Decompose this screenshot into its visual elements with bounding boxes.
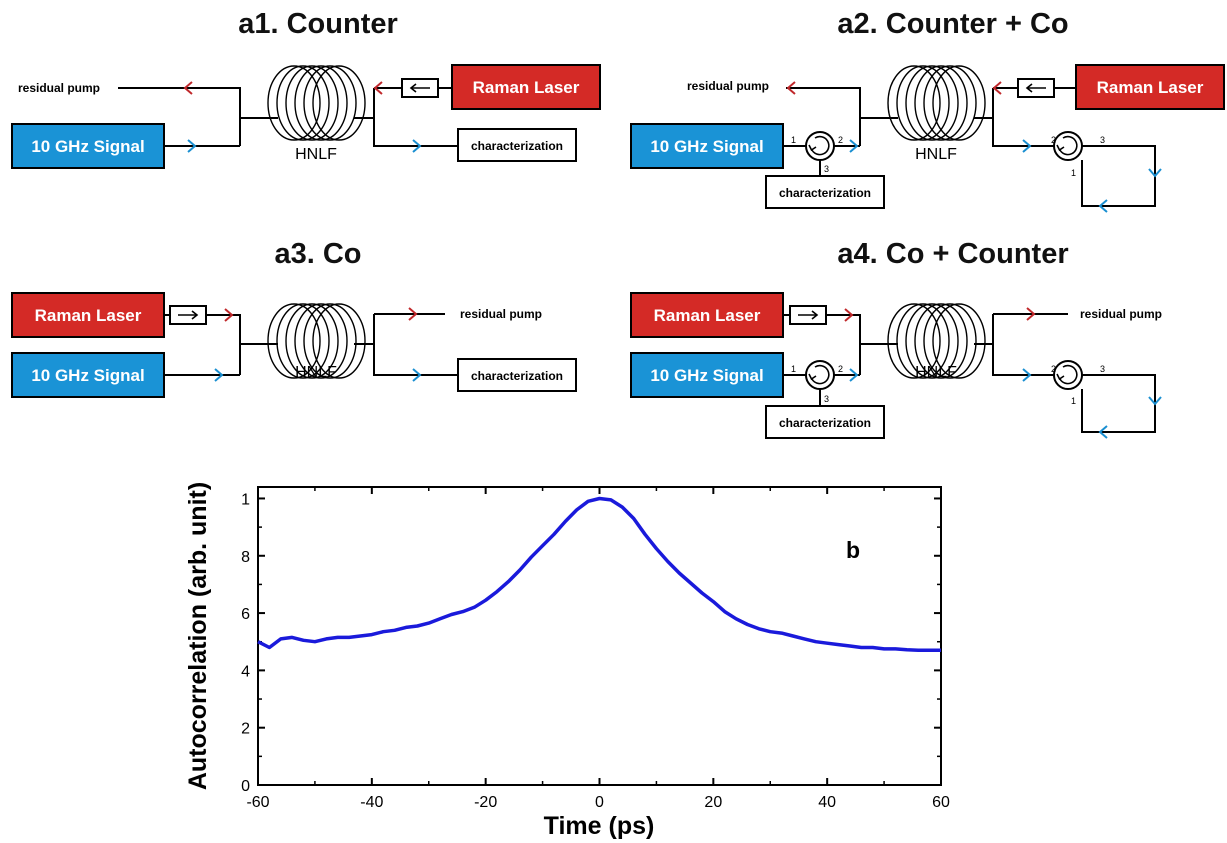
panel-a4-title: a4. Co + Counter <box>837 238 1068 270</box>
x-tick-label: -60 <box>246 794 269 811</box>
x-tick-label: 40 <box>818 794 836 811</box>
raman-laser-label: Raman Laser <box>473 78 580 97</box>
circulator-icon <box>805 131 835 161</box>
signal-source-box <box>11 352 165 398</box>
x-tick-label: 60 <box>932 794 950 811</box>
residual-pump-label: residual pump <box>18 81 100 95</box>
circulator-icon <box>1053 131 1083 161</box>
autocorrelation-chart: -60 -40 -20 0 20 40 60 0 2 4 6 8 1 b Time (ps) Autoc… <box>184 482 950 840</box>
circulator-port-label: 1 <box>1071 396 1076 406</box>
characterization-box <box>457 358 577 392</box>
circulator-port-label: 3 <box>824 394 829 404</box>
x-tick-label: -40 <box>360 794 383 811</box>
characterization-label: characterization <box>779 186 871 200</box>
signal-source-label: 10 GHz Signal <box>31 137 144 156</box>
residual-pump-label: residual pump <box>460 307 542 321</box>
hnlf-label: HNLF <box>915 364 957 381</box>
signal-source-label: 10 GHz Signal <box>31 366 144 385</box>
hnlf-coil-icon <box>267 65 366 141</box>
circulator-port-label: 1 <box>791 135 796 145</box>
circulator-port-label: 2 <box>838 135 843 145</box>
x-tick-label: 0 <box>595 794 604 811</box>
circulator-port-label: 2 <box>1051 135 1056 145</box>
y-tick-label: 6 <box>241 606 250 623</box>
autocorrelation-trace <box>257 496 941 653</box>
characterization-label: characterization <box>779 416 871 430</box>
circulator-port-label: 3 <box>1100 364 1105 374</box>
circulator-port-label: 1 <box>1071 168 1076 178</box>
y-tick-label: 2 <box>241 721 250 738</box>
circulator-port-label: 1 <box>791 364 796 374</box>
hnlf-label: HNLF <box>295 146 337 163</box>
hnlf-coil-icon <box>887 65 986 141</box>
chart-panel-label: b <box>846 537 860 563</box>
circulator-port-label: 3 <box>824 164 829 174</box>
panel-a2: a2. Counter + Co HNLF 10 GHz Signal Rama… <box>630 8 1225 213</box>
panel-a4: a4. Co + Counter HNLF Raman Laser 10 GHz… <box>630 238 1162 439</box>
characterization-box <box>457 128 577 162</box>
residual-pump-label: residual pump <box>687 79 769 93</box>
panel-a1-title: a1. Counter <box>238 8 398 40</box>
x-axis-title: Time (ps) <box>544 812 655 840</box>
raman-laser-label: Raman Laser <box>1097 78 1204 97</box>
signal-source-box <box>630 352 784 398</box>
y-tick-label: 0 <box>241 778 250 795</box>
characterization-box <box>765 405 885 439</box>
hnlf-label: HNLF <box>915 146 957 163</box>
y-tick-label: 4 <box>241 663 250 680</box>
characterization-label: characterization <box>471 139 563 153</box>
y-tick-label: 1 <box>241 491 250 508</box>
raman-laser-box <box>11 292 165 338</box>
characterization-box <box>765 175 885 209</box>
y-tick-label: 8 <box>241 549 250 566</box>
panel-a2-title: a2. Counter + Co <box>837 8 1068 40</box>
panel-a3-title: a3. Co <box>274 238 361 270</box>
panel-a3: a3. Co HNLF Raman Laser 10 GHz Signal re… <box>11 238 577 398</box>
panel-a1: a1. Counter HNLF 10 GHz Signal Raman Las… <box>11 8 601 169</box>
residual-pump-label: residual pump <box>1080 307 1162 321</box>
raman-laser-box <box>630 292 784 338</box>
raman-laser-label: Raman Laser <box>35 306 142 325</box>
circulator-port-label: 2 <box>1051 364 1056 374</box>
circulator-icon <box>1053 360 1083 390</box>
hnlf-label: HNLF <box>295 364 337 381</box>
raman-laser-label: Raman Laser <box>654 306 761 325</box>
circulator-port-label: 2 <box>838 364 843 374</box>
x-tick-label: -20 <box>474 794 497 811</box>
raman-laser-box <box>1075 64 1225 110</box>
characterization-label: characterization <box>471 369 563 383</box>
signal-source-label: 10 GHz Signal <box>650 137 763 156</box>
raman-laser-box <box>451 64 601 110</box>
circulator-icon <box>805 360 835 390</box>
x-tick-label: 20 <box>704 794 722 811</box>
circulator-port-label: 3 <box>1100 135 1105 145</box>
y-axis-title: Autocorrelation (arb. unit) <box>184 482 212 790</box>
signal-source-box <box>11 123 165 169</box>
signal-source-label: 10 GHz Signal <box>650 366 763 385</box>
